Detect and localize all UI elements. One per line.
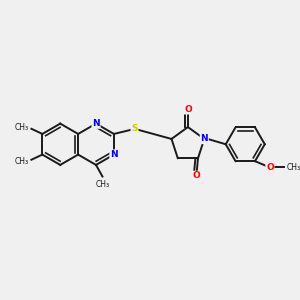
Text: CH₃: CH₃ xyxy=(15,123,29,132)
Text: N: N xyxy=(110,150,118,159)
Text: CH₃: CH₃ xyxy=(95,180,110,189)
Text: O: O xyxy=(193,172,200,181)
Text: CH₃: CH₃ xyxy=(15,157,29,166)
Text: S: S xyxy=(131,124,138,133)
Text: N: N xyxy=(200,134,208,143)
Text: CH₃: CH₃ xyxy=(286,163,300,172)
Text: O: O xyxy=(184,105,192,114)
Text: N: N xyxy=(92,119,100,128)
Text: O: O xyxy=(266,163,274,172)
